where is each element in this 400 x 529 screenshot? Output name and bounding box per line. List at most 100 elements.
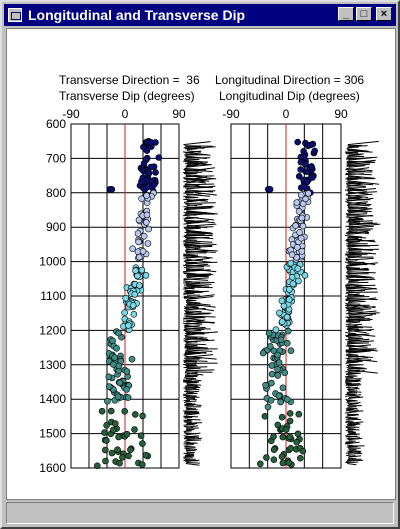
dip-tadpole	[185, 175, 214, 178]
maximize-button[interactable]: □	[356, 7, 372, 21]
dip-tadpole	[348, 221, 361, 224]
data-point	[127, 446, 134, 454]
dip-tadpole	[183, 329, 205, 331]
dip-tadpole	[347, 218, 363, 221]
dip-tadpole	[347, 432, 356, 434]
dip-tadpole	[183, 360, 197, 363]
longitudinal-dip-axis-label: Longitudinal Dip (degrees)	[219, 89, 360, 103]
dip-tadpole	[348, 281, 369, 284]
dip-tadpole	[183, 282, 212, 285]
dip-tadpole	[183, 430, 192, 432]
dip-tadpole	[186, 392, 194, 394]
dip-tadpole	[185, 321, 207, 325]
dip-tadpole	[346, 400, 358, 403]
data-point	[285, 286, 293, 293]
data-point	[112, 420, 119, 427]
minimize-button[interactable]: _	[338, 7, 354, 21]
dip-tadpole	[186, 198, 206, 201]
data-point	[295, 277, 302, 285]
dip-tadpole	[346, 297, 378, 301]
dip-tadpole	[186, 372, 198, 375]
data-point	[140, 143, 147, 151]
dip-tadpole	[186, 340, 201, 344]
dip-tadpole	[185, 337, 208, 341]
dip-tadpole	[186, 304, 201, 307]
dip-tadpole	[183, 442, 198, 445]
dip-tadpole	[185, 244, 200, 248]
y-tick-label: 1500	[39, 427, 66, 441]
dip-tadpole	[347, 413, 358, 416]
data-point	[138, 195, 145, 202]
dip-tadpole	[183, 269, 211, 273]
x-tick-label: 0	[122, 107, 129, 121]
data-point	[143, 192, 150, 199]
data-point	[129, 302, 137, 309]
dip-tadpole	[184, 190, 216, 193]
dip-tadpole	[183, 317, 203, 320]
close-button[interactable]: ×	[376, 7, 392, 21]
dip-tadpole	[186, 378, 202, 382]
data-point	[275, 309, 283, 317]
dip-tadpole	[347, 150, 373, 153]
data-point	[103, 421, 110, 429]
dip-tadpole	[184, 404, 195, 407]
dip-tadpole	[183, 286, 213, 289]
dip-tadpole	[185, 400, 197, 403]
dip-tadpole	[345, 173, 364, 176]
dip-tadpole	[185, 167, 216, 172]
dip-tadpole	[183, 424, 195, 426]
data-point	[287, 347, 295, 355]
dip-tadpole	[346, 159, 376, 164]
dip-tadpole	[183, 292, 195, 295]
dip-tadpole	[348, 455, 362, 458]
y-tick-label: 1000	[39, 255, 66, 269]
y-tick-label: 700	[46, 151, 66, 165]
dip-tadpole	[346, 353, 359, 356]
data-point	[283, 313, 291, 321]
dip-tadpole	[347, 336, 362, 339]
data-point	[123, 386, 130, 393]
dip-tadpole	[347, 201, 369, 204]
dip-tadpole	[186, 185, 216, 190]
dip-tadpole	[184, 403, 196, 406]
dip-tadpole	[183, 221, 205, 225]
data-point	[114, 446, 121, 454]
data-point	[289, 280, 297, 287]
data-point	[268, 362, 276, 369]
dip-tadpole	[183, 441, 191, 443]
dip-tadpole	[184, 372, 204, 376]
y-tick-label: 1200	[39, 323, 66, 337]
data-point	[294, 138, 302, 146]
dip-tadpole	[348, 280, 359, 283]
dip-tadpole	[345, 417, 358, 420]
data-point	[305, 190, 312, 197]
dip-tadpole	[185, 349, 213, 352]
x-tick-label: 90	[172, 107, 186, 121]
data-point	[262, 381, 269, 389]
data-point	[111, 354, 118, 361]
data-point	[293, 199, 301, 206]
longitudinal-direction-label: Longitudinal Direction = 306	[215, 73, 365, 87]
dip-tadpole	[345, 168, 364, 172]
data-point	[144, 240, 152, 247]
dip-tadpole	[346, 201, 372, 206]
data-point	[274, 372, 282, 379]
dip-tadpole	[185, 269, 200, 271]
dip-tadpole	[185, 354, 214, 358]
title-bar[interactable]: Longitudinal and Transverse Dip _ □ ×	[4, 4, 396, 26]
dip-tadpole	[183, 379, 192, 382]
data-point	[287, 444, 295, 452]
dip-tadpole	[346, 148, 369, 152]
data-point	[309, 174, 316, 181]
data-point	[282, 426, 290, 434]
dip-tadpole	[185, 425, 199, 428]
app-icon[interactable]	[8, 8, 22, 22]
transverse-dip-axis-label: Transverse Dip (degrees)	[59, 89, 195, 103]
data-point	[145, 225, 152, 233]
dip-tadpole	[348, 288, 377, 292]
data-point	[298, 214, 306, 222]
data-point	[280, 302, 288, 310]
dip-tadpole	[347, 175, 375, 179]
dip-tadpole	[186, 263, 209, 267]
